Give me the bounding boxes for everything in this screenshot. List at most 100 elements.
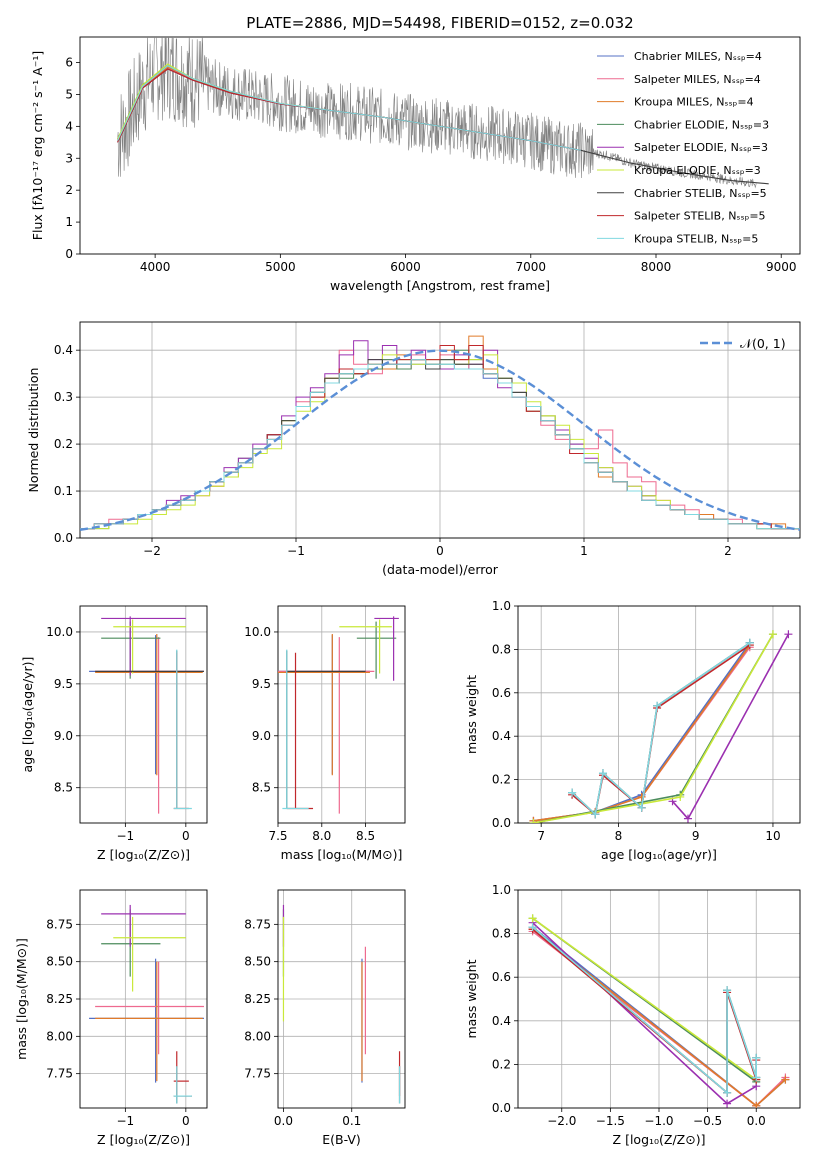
y-tick-label: 9.5	[54, 677, 73, 691]
legend-label: Kroupa ELODIE, Nₛₛₚ=3	[634, 164, 761, 177]
axes-frame	[79, 889, 208, 1109]
legend-label: Salpeter MILES, Nₛₛₚ=4	[634, 73, 761, 86]
y-tick-label: 0.3	[54, 390, 73, 404]
legend-label: Salpeter STELIB, Nₛₛₚ=5	[634, 210, 766, 223]
gaussian-curve	[80, 349, 800, 531]
x-tick-label: 8	[615, 829, 623, 843]
axes-frame	[277, 889, 406, 1109]
y-tick-label: 0.0	[492, 1101, 511, 1115]
residuals-axes: −2 −1 0 1 2 0.0 0.1 0.2 0.3 0.4 (data-model)/error…	[26, 321, 801, 577]
x-tick-label: 7	[537, 829, 545, 843]
x-axis-label: wavelength [Angstrom, rest frame]	[330, 278, 550, 293]
y-tick-label: 0.4	[492, 729, 511, 743]
mass-weight-marker	[529, 819, 538, 823]
y-axis-label: Normed distribution	[26, 368, 41, 493]
x-tick-label: −1.0	[644, 1114, 673, 1128]
y-axis-label: Flux [fλ10⁻¹⁷ erg cm⁻² s⁻¹ A⁻¹]	[30, 51, 45, 240]
y-tick-label: 1	[65, 215, 73, 229]
mass-weight-marker	[683, 814, 692, 823]
x-tick-label: 8.5	[356, 829, 375, 843]
age_vs_Z-axes: −1 0 8.5 9.0 9.5 10.0 Z [log₁₀(Z/Z⊙)] age [log₁…	[20, 605, 208, 862]
x-tick-label: 10	[765, 829, 780, 843]
y-tick-label: 0.2	[54, 437, 73, 451]
y-tick-label: 9.5	[252, 677, 271, 691]
spectrum-axes: 4000 5000 6000 7000 8000 9000 0 1 2 3 4 5 6 wavelengt…	[30, 36, 801, 293]
y-tick-label: 8.5	[252, 781, 271, 795]
residual-legend: 𝒩(0, 1)	[700, 336, 786, 351]
mass-weight-marker	[752, 1053, 761, 1062]
x-axis-label: Z [log₁₀(Z/Z⊙)]	[613, 1132, 706, 1147]
legend-label: Chabrier MILES, Nₛₛₚ=4	[634, 50, 762, 63]
mass-weight-line	[571, 642, 751, 816]
x-tick-label: −1	[117, 1114, 135, 1128]
y-tick-label: 0.2	[492, 773, 511, 787]
x-tick-label: 8000	[641, 260, 672, 274]
x-tick-label: −0.5	[693, 1114, 722, 1128]
y-tick-label: 9.0	[252, 729, 271, 743]
x-tick-label: 6000	[390, 260, 421, 274]
y-axis-label: age [log₁₀(age/yr)]	[20, 657, 35, 773]
mass-weight-marker	[752, 1073, 761, 1082]
axes-frame	[79, 321, 801, 539]
y-tick-label: 0.8	[492, 642, 511, 656]
age_vs_mass-axes: 7.5 8.0 8.5 8.5 9.0 9.5 10.0 mass [log₁₀(M/M⊙)]	[244, 605, 406, 862]
y-tick-label: 8.50	[244, 955, 271, 969]
mass-weight-line	[532, 917, 757, 1081]
y-tick-label: 1.0	[492, 883, 511, 897]
x-axis-label: Z [log₁₀(Z/Z⊙)]	[97, 847, 190, 862]
y-axis-label: mass weight	[464, 675, 479, 754]
mass-weight-marker	[637, 803, 646, 812]
y-tick-label: 8.25	[244, 992, 271, 1006]
weight_vs_Z-axes: −2.0 −1.5 −1.0 −0.5 0.0 0.0 0.2 0.4 0.6 0.8 1.0 Z […	[464, 883, 801, 1147]
legend-label: Kroupa MILES, Nₛₛₚ=4	[634, 96, 754, 109]
mass-weight-marker	[723, 986, 732, 995]
weight_vs_Z-plot	[528, 914, 790, 1108]
x-tick-label: 2	[724, 544, 732, 558]
mass-weight-marker	[781, 1075, 790, 1084]
x-tick-label: 0.1	[342, 1114, 361, 1128]
x-tick-label: 7000	[516, 260, 547, 274]
mass_vs_Z-plot	[89, 904, 204, 1104]
y-tick-label: 8.5	[54, 781, 73, 795]
age_vs_Z-plot	[89, 616, 204, 814]
y-axis-label: mass [log₁₀(M/M⊙)]	[14, 938, 29, 1060]
y-tick-label: 0.1	[54, 484, 73, 498]
residual-histogram	[80, 359, 800, 530]
y-tick-label: 10.0	[46, 625, 73, 639]
axes-frame	[79, 605, 208, 824]
x-tick-label: 0	[182, 1114, 190, 1128]
y-tick-label: 0.8	[492, 927, 511, 941]
x-tick-label: −2.0	[547, 1114, 576, 1128]
y-axis-label: mass weight	[464, 959, 479, 1038]
weight_vs_age-plot	[529, 630, 793, 823]
x-tick-label: 0.0	[274, 1114, 293, 1128]
mass-weight-marker	[752, 1101, 761, 1108]
y-tick-label: 0.0	[54, 531, 73, 545]
y-tick-label: 0.6	[492, 970, 511, 984]
y-tick-label: 0.2	[492, 1057, 511, 1071]
mass-weight-marker	[723, 1088, 732, 1097]
axes-frame	[517, 889, 801, 1109]
y-tick-label: 2	[65, 183, 73, 197]
y-tick-label: 0	[65, 247, 73, 261]
mass-weight-marker	[676, 792, 685, 801]
figure-title: PLATE=2886, MJD=54498, FIBERID=0152, z=0…	[246, 14, 633, 32]
y-tick-label: 0.4	[492, 1014, 511, 1028]
histogram-plot	[80, 335, 800, 531]
y-tick-label: 7.75	[46, 1067, 73, 1081]
y-tick-label: 6	[65, 56, 73, 70]
y-tick-label: 5	[65, 87, 73, 101]
age_vs_mass-plot	[278, 616, 399, 814]
legend-label: Chabrier STELIB, Nₛₛₚ=5	[634, 187, 767, 200]
x-tick-label: 7.5	[268, 829, 287, 843]
mass-weight-marker	[784, 630, 793, 639]
x-axis-label: Z [log₁₀(Z/Z⊙)]	[97, 1132, 190, 1147]
mass-weight-marker	[528, 923, 537, 932]
model-spectrum-line	[117, 65, 582, 151]
spectrum-plot	[117, 37, 769, 189]
x-tick-label: −2	[143, 544, 161, 558]
observed-spectrum	[117, 37, 757, 189]
x-axis-label: (data-model)/error	[382, 562, 499, 577]
y-tick-label: 8.25	[46, 992, 73, 1006]
y-tick-label: 0.6	[492, 686, 511, 700]
